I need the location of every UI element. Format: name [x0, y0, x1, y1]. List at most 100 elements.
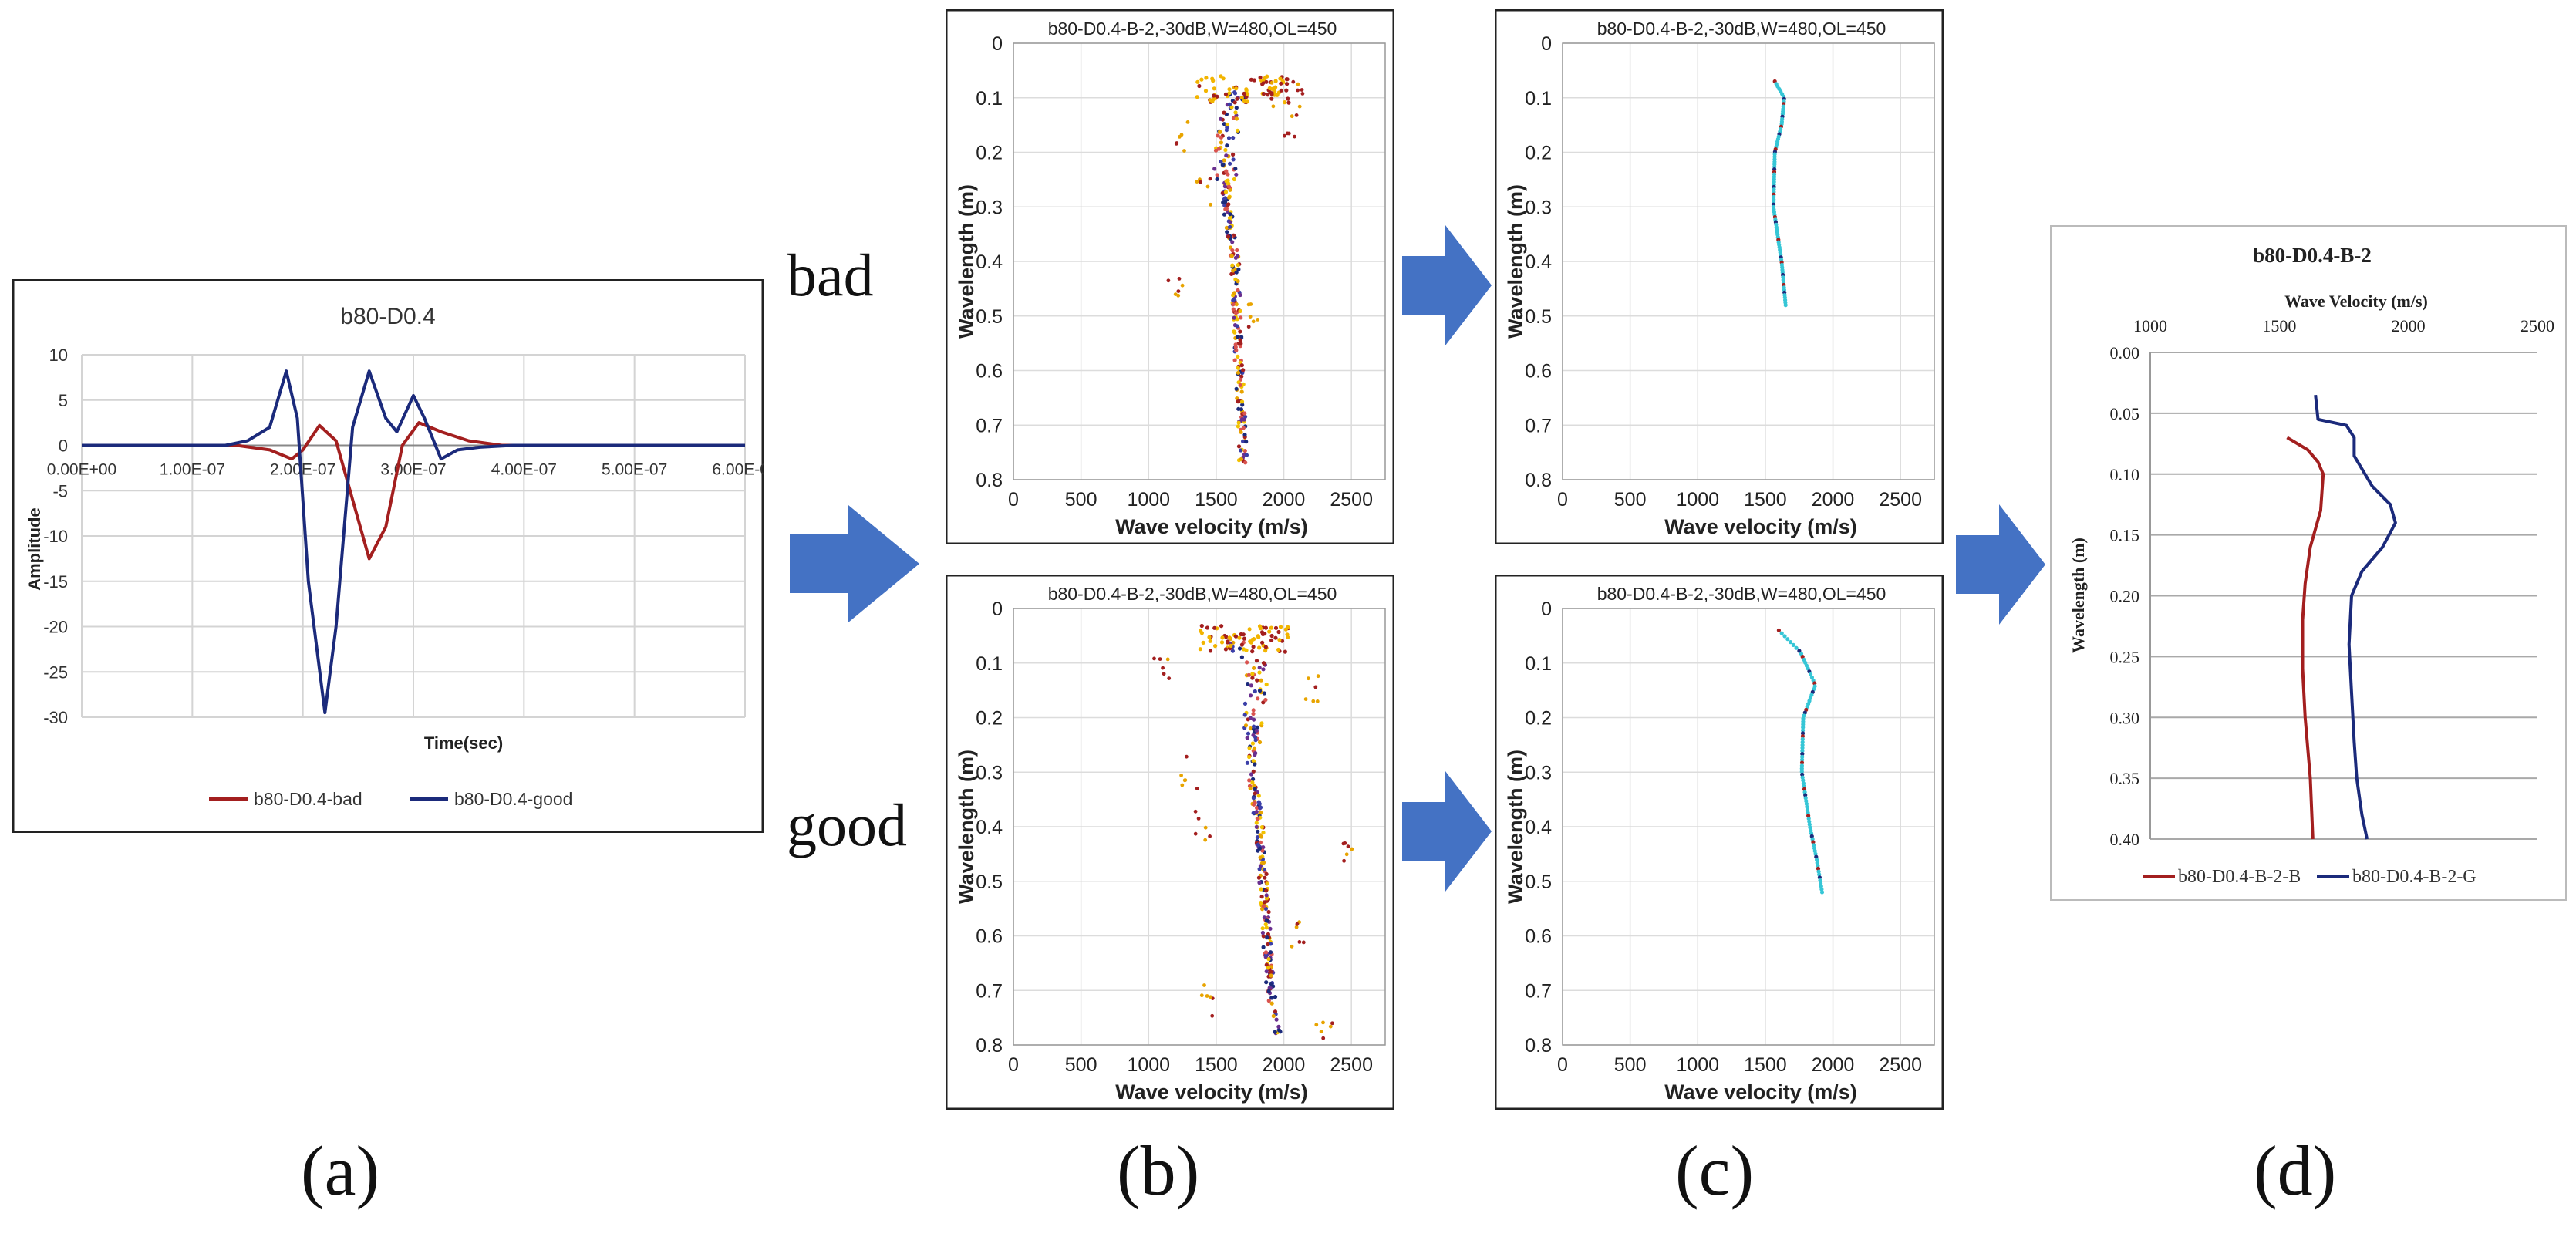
scatter-point — [1263, 649, 1268, 653]
scatter-point — [1269, 996, 1274, 1000]
scatter-point — [1245, 760, 1249, 765]
scatter-point — [1316, 674, 1320, 679]
scatter-point — [1273, 635, 1278, 640]
arrow-right-icon — [1402, 771, 1492, 892]
dispersion-chart-b-good: b80-D0.4-B-2,-30dB,W=480,OL=450 0 0.1 0.2 0.… — [946, 575, 1394, 1110]
x-tick-label: 5.00E-07 — [602, 461, 667, 479]
scatter-point — [1198, 647, 1202, 652]
scatter-point — [1801, 725, 1806, 730]
scatter-point — [1255, 806, 1259, 811]
scatter-point — [1256, 696, 1260, 701]
scatter-point — [1783, 303, 1788, 308]
x-tick-label: 2500 — [1330, 489, 1373, 511]
scatter-point — [1269, 1001, 1274, 1006]
scatter-point — [1257, 867, 1262, 871]
scatter-point — [1254, 824, 1259, 829]
scatter-point — [1224, 153, 1229, 158]
scatter-point — [1296, 82, 1300, 86]
scatter-point — [1267, 629, 1272, 634]
scatter-point — [1261, 667, 1266, 672]
scatter-point — [1261, 845, 1266, 850]
scatter-point — [1238, 383, 1242, 387]
scatter-point — [1261, 700, 1266, 705]
scatter-point — [1293, 134, 1296, 139]
y-tick-label: 0.20 — [2110, 587, 2140, 606]
x-axis-label: Time(sec) — [424, 733, 503, 753]
scatter-point — [1212, 625, 1217, 630]
scatter-point — [1803, 793, 1808, 797]
y-tick-label: 0.40 — [2110, 830, 2140, 849]
scatter-point — [1264, 969, 1269, 974]
scatter-point — [1260, 930, 1265, 935]
scatter-point — [1210, 99, 1215, 104]
y-tick-label: -15 — [43, 572, 68, 592]
scatter-point — [1286, 100, 1291, 105]
y-tick-label: 0.7 — [976, 415, 1003, 436]
scatter-point — [1265, 935, 1269, 940]
scatter-point — [1238, 329, 1242, 334]
scatter-point — [1341, 841, 1346, 846]
scatter-point — [1268, 90, 1273, 95]
series-bad-line — [82, 421, 745, 561]
scatter-point — [1236, 406, 1241, 411]
scatter-point — [1248, 786, 1253, 790]
legend-bad-label: b80-D0.4-bad — [254, 789, 362, 809]
scatter-point — [1294, 113, 1299, 117]
scatter-point — [1220, 190, 1225, 195]
scatter-point — [1233, 311, 1238, 315]
scatter-point — [1262, 868, 1266, 872]
scatter-point — [1802, 787, 1807, 791]
scatter-point — [1251, 708, 1256, 713]
x-tick-label: 0 — [1008, 1054, 1019, 1076]
scatter-point — [1242, 713, 1247, 717]
x-tick-label: 1500 — [1195, 489, 1238, 511]
good-label: good — [787, 791, 907, 858]
scatter-point — [1231, 152, 1236, 157]
legend-good-label: b80-D0.4-good — [454, 789, 572, 809]
scatter-point — [1236, 399, 1240, 404]
scatter-point — [1252, 78, 1256, 83]
y-tick-label: 0.2 — [1525, 143, 1552, 164]
scatter-point — [1246, 325, 1251, 329]
scatter-point — [1250, 741, 1255, 746]
scatter-point — [1232, 91, 1238, 96]
scatter-points — [1166, 74, 1305, 465]
scatter-point — [1226, 172, 1230, 177]
scatter-point — [1251, 645, 1256, 649]
scatter-point — [1195, 787, 1199, 790]
scatter-point — [1257, 801, 1262, 806]
scatter-point — [1222, 158, 1226, 163]
scatter-point — [1284, 77, 1289, 82]
chart-title: b80-D0.4-B-2,-30dB,W=480,OL=450 — [1048, 19, 1337, 39]
y-tick-label: 0.7 — [1525, 980, 1552, 1002]
scatter-point — [1261, 904, 1266, 908]
scatter-point — [1227, 91, 1232, 96]
scatter-point — [1278, 76, 1283, 81]
scatter-point — [1222, 200, 1227, 204]
x-axis-label: Wave velocity (m/s) — [1115, 515, 1308, 538]
scatter-point — [1260, 926, 1265, 931]
scatter-point — [1238, 338, 1242, 342]
y-tick-label: 0.5 — [976, 871, 1003, 893]
y-tick-label: 0.1 — [976, 653, 1003, 675]
scatter-point — [1239, 448, 1243, 453]
waveform-chart: b80-D0.4 10 5 0 -5 -10 -15 -20 -25 -30 0.00E+00 1.… — [12, 279, 764, 833]
scatter-point — [1182, 778, 1187, 783]
scatter-point — [1283, 627, 1288, 632]
x-tick-label: 500 — [1614, 489, 1647, 511]
scatter-point — [1258, 864, 1263, 868]
y-tick-label: -30 — [43, 708, 68, 727]
y-tick-label: -20 — [43, 618, 68, 637]
arrow-right-icon — [1956, 504, 2045, 625]
scatter-point — [1222, 110, 1226, 115]
scatter-point — [1271, 1013, 1276, 1019]
x-tick-label: 500 — [1614, 1054, 1647, 1076]
scatter-point — [1237, 646, 1242, 651]
scatter-point — [1245, 99, 1249, 104]
scatter-point — [1264, 925, 1269, 930]
scatter-point — [1233, 167, 1238, 171]
scatter-point — [1800, 754, 1805, 759]
scatter-point — [1257, 881, 1262, 885]
scatter-point — [1809, 693, 1814, 697]
scatter-point — [1236, 444, 1242, 449]
